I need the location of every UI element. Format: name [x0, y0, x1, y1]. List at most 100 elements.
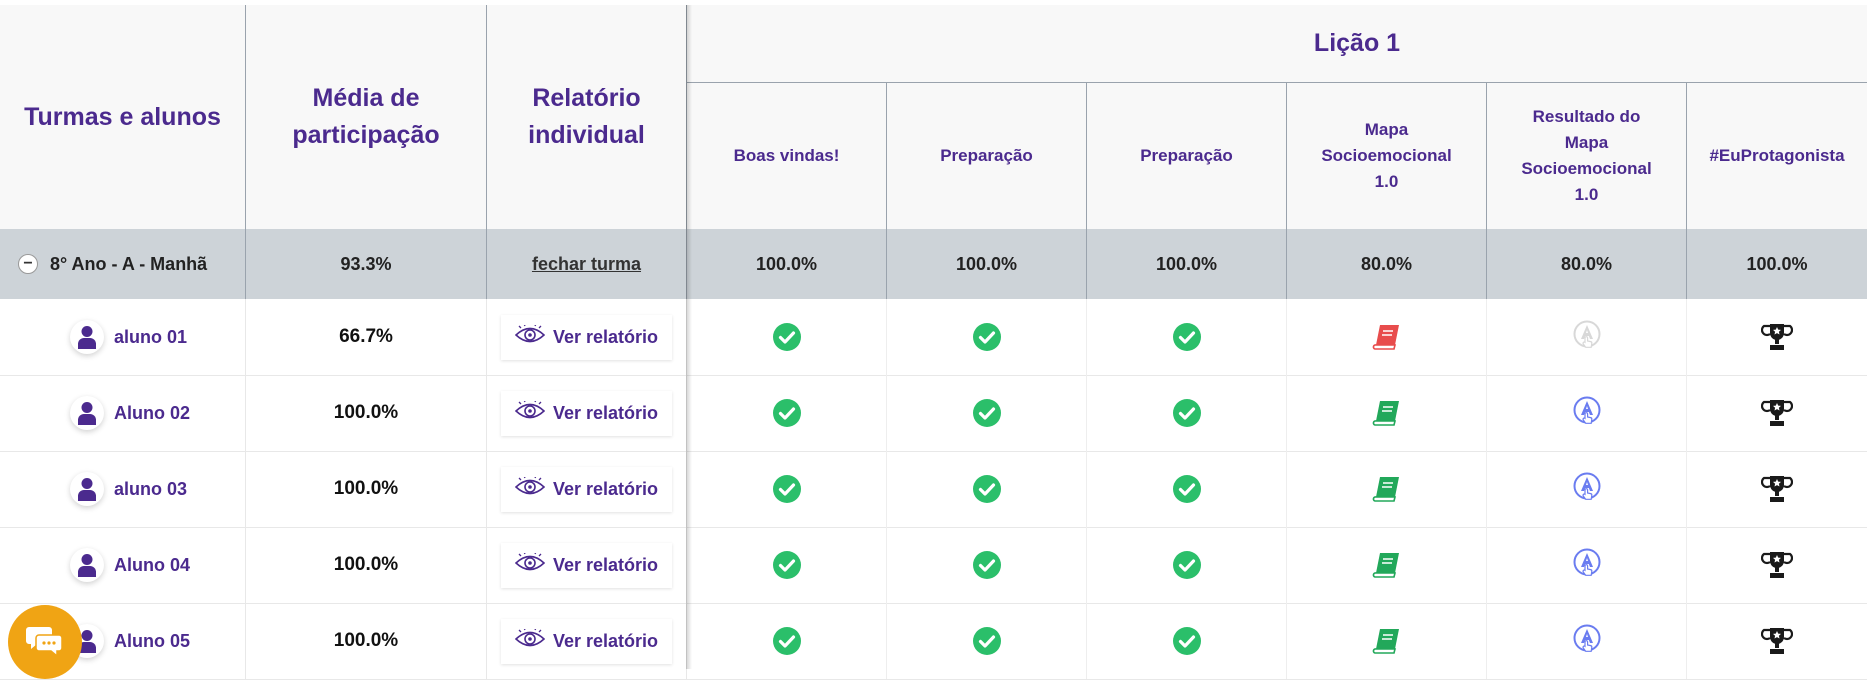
activity-status-cell — [1487, 527, 1687, 603]
ver-relatorio-button[interactable]: Ver relatório — [500, 542, 673, 588]
trophy-icon — [1761, 474, 1793, 504]
header-turmas-label: Turmas e alunos — [24, 102, 221, 131]
check-icon — [772, 398, 802, 428]
result-disabled-icon[interactable] — [1571, 320, 1603, 354]
book-green-icon[interactable] — [1371, 398, 1403, 428]
result-active-icon[interactable] — [1571, 548, 1603, 582]
header-media-line1: Média de — [312, 84, 420, 112]
activity-status-cell — [1687, 299, 1867, 375]
class-name-cell: − 8° Ano - A - Manhã — [0, 229, 246, 299]
activity-header-text: Mapa — [1564, 133, 1609, 152]
activity-status-cell — [1687, 603, 1867, 679]
fechar-turma-link[interactable]: fechar turma — [531, 253, 642, 274]
eye-icon — [514, 475, 546, 502]
result-active-icon[interactable] — [1571, 472, 1603, 506]
book-green-icon[interactable] — [1371, 474, 1403, 504]
participation-table: Turmas e alunos Média de participação Re… — [0, 5, 1867, 680]
student-row: aluno 03 100.0% Ver relatório — [0, 451, 1867, 528]
book-green-icon[interactable] — [1371, 626, 1403, 656]
check-icon — [1172, 322, 1202, 352]
ver-relatorio-button[interactable]: Ver relatório — [500, 618, 673, 664]
chat-button[interactable] — [8, 605, 82, 679]
trophy-icon — [1761, 398, 1793, 428]
activity-header-mapa-socioemocional: Mapa Socioemocional 1.0 — [1287, 83, 1487, 229]
check-icon — [972, 398, 1002, 428]
ver-relatorio-button[interactable]: Ver relatório — [500, 314, 673, 360]
header-media-line2: participação — [292, 121, 440, 149]
activity-status-cell — [687, 451, 887, 527]
ver-relatorio-label: Ver relatório — [552, 630, 659, 651]
class-activity-value: 80.0% — [1287, 229, 1487, 299]
activity-status-cell — [887, 603, 1087, 679]
activity-status-cell — [1287, 603, 1487, 679]
activity-header-text: 1.0 — [1374, 172, 1399, 191]
book-red-icon[interactable] — [1371, 322, 1403, 352]
student-name[interactable]: Aluno 05 — [114, 630, 191, 651]
result-active-icon[interactable] — [1571, 624, 1603, 658]
user-icon — [70, 320, 104, 354]
activity-header-text: Preparação — [940, 146, 1033, 165]
activity-status-cell — [887, 375, 1087, 451]
student-name-cell: aluno 01 — [0, 299, 246, 375]
student-media: 100.0% — [246, 603, 487, 679]
student-name[interactable]: aluno 03 — [114, 478, 188, 499]
class-activity-value: 80.0% — [1487, 229, 1687, 299]
activity-status-cell — [1087, 375, 1287, 451]
activity-status-cell — [1087, 603, 1287, 679]
ver-relatorio-button[interactable]: Ver relatório — [500, 466, 673, 512]
check-icon — [772, 474, 802, 504]
result-active-icon[interactable] — [1571, 396, 1603, 430]
student-name[interactable]: Aluno 02 — [114, 402, 191, 423]
activity-status-cell — [1287, 375, 1487, 451]
student-report-cell: Ver relatório — [487, 299, 687, 375]
check-icon — [972, 474, 1002, 504]
student-media: 100.0% — [246, 375, 487, 451]
activity-status-cell — [687, 299, 887, 375]
header-turmas-alunos: Turmas e alunos — [0, 5, 246, 229]
activity-status-cell — [1687, 527, 1867, 603]
activity-header-text: Preparação — [1140, 146, 1233, 165]
activity-status-cell — [1287, 299, 1487, 375]
ver-relatorio-button[interactable]: Ver relatório — [500, 390, 673, 436]
student-name[interactable]: Aluno 04 — [114, 554, 191, 575]
activity-status-cell — [1687, 375, 1867, 451]
activity-header-text: 1.0 — [1574, 185, 1599, 204]
eye-icon — [514, 627, 546, 654]
activity-status-cell — [1087, 299, 1287, 375]
student-report-cell: Ver relatório — [487, 603, 687, 679]
student-row: Aluno 05 100.0% Ver relatório — [0, 603, 1867, 680]
student-report-cell: Ver relatório — [487, 375, 687, 451]
student-report-cell: Ver relatório — [487, 451, 687, 527]
activity-status-cell — [1487, 451, 1687, 527]
activity-status-cell — [887, 451, 1087, 527]
trophy-icon — [1761, 322, 1793, 352]
activity-status-cell — [1487, 299, 1687, 375]
activity-header-preparacao-2: Preparação — [1087, 83, 1287, 229]
activity-status-cell — [1487, 603, 1687, 679]
ver-relatorio-label: Ver relatório — [552, 554, 659, 575]
activity-status-cell — [687, 375, 887, 451]
check-icon — [1172, 550, 1202, 580]
student-name-cell: Aluno 02 — [0, 375, 246, 451]
activity-status-cell — [1487, 375, 1687, 451]
activity-header-boas-vindas: Boas vindas! — [687, 83, 887, 229]
ver-relatorio-label: Ver relatório — [552, 326, 659, 347]
book-green-icon[interactable] — [1371, 550, 1403, 580]
activity-header-euprotagonista: #EuProtagonista — [1687, 83, 1867, 229]
chat-icon — [25, 623, 65, 662]
activity-header-text: #EuProtagonista — [1709, 146, 1845, 165]
class-activity-value: 100.0% — [1087, 229, 1287, 299]
activity-status-cell — [887, 299, 1087, 375]
check-icon — [1172, 398, 1202, 428]
activity-header-resultado-mapa: Resultado do Mapa Socioemocional 1.0 — [1487, 83, 1687, 229]
class-name: 8° Ano - A - Manhã — [50, 253, 208, 274]
check-icon — [772, 550, 802, 580]
class-activity-value: 100.0% — [1746, 253, 1808, 274]
student-row: Aluno 02 100.0% Ver relatório — [0, 375, 1867, 452]
student-name-cell: aluno 03 — [0, 451, 246, 527]
user-icon — [70, 548, 104, 582]
activity-header-text: Boas vindas! — [733, 146, 840, 165]
header-relatorio: Relatório individual — [487, 5, 687, 229]
student-name[interactable]: aluno 01 — [114, 326, 188, 347]
collapse-class-button[interactable]: − — [18, 254, 38, 274]
